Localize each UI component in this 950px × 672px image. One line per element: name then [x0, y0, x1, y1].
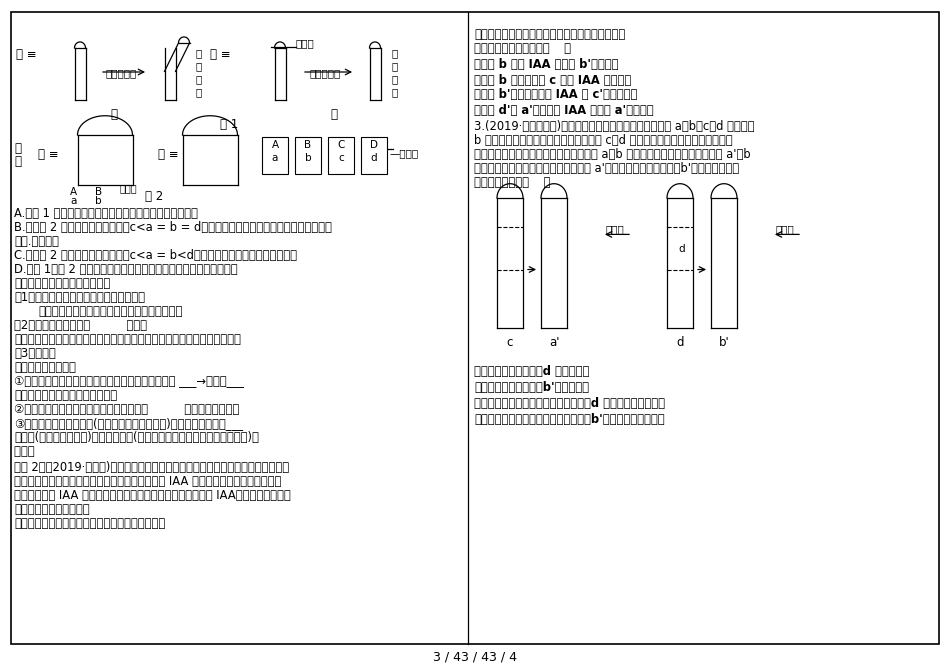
Text: b: b [95, 196, 102, 206]
Bar [328, 137, 354, 174]
Text: 如：胚芽鞘，芽，根顶端的分生组织的形成层，发育中的种子和果实等处。: 如：胚芽鞘，芽，根顶端的分生组织的形成层，发育中的种子和果实等处。 [14, 333, 241, 346]
Text: 组尖端能合成生长素，d 组尖端不能: 组尖端能合成生长素，d 组尖端不能 [474, 365, 589, 378]
Text: 样条件下，在黑暗中放置: 样条件下，在黑暗中放置 [14, 503, 89, 516]
Text: 直: 直 [392, 48, 398, 58]
Text: 等长的一段，并按以下图中所示分别接入 a、b 两组胚芽鞘被切除的位置，得到 a'、b: 等长的一段，并按以下图中所示分别接入 a、b 两组胚芽鞘被切除的位置，得到 a'… [474, 148, 750, 161]
Text: b': b' [718, 336, 730, 349]
Text: 生长，其原因是（    ）: 生长，其原因是（ ） [474, 176, 550, 189]
Text: 光 ≡: 光 ≡ [16, 48, 37, 61]
Text: 长: 长 [392, 87, 398, 97]
Text: a: a [70, 196, 76, 206]
Text: 单侧光: 单侧光 [775, 224, 794, 235]
Text: 胚芽鞘 b 侧与胚芽鞘 c 侧的 IAA 含量不同: 胚芽鞘 b 侧与胚芽鞘 c 侧的 IAA 含量不同 [474, 74, 631, 87]
Text: 是由什么物质经一系列的反响转变成生长素的？: 是由什么物质经一系列的反响转变成生长素的？ [38, 305, 182, 318]
Text: 一段时间后: 一段时间后 [105, 68, 136, 78]
Text: 光 ≡: 光 ≡ [210, 48, 231, 61]
Text: 单侧光: 单侧光 [605, 224, 624, 235]
Text: c: c [338, 153, 344, 163]
Text: 成两组，实验组胚芽鞘上端一侧放置含有适宜浓度 IAA 的琼脂块，对照组胚芽鞘上端: 成两组，实验组胚芽鞘上端一侧放置含有适宜浓度 IAA 的琼脂块，对照组胚芽鞘上端 [14, 475, 281, 488]
Text: 方向：三类运输方向: 方向：三类运输方向 [14, 361, 76, 374]
Text: 图 2: 图 2 [145, 190, 163, 203]
Text: b 两组胚芽鞘尖端下方的一段切除，再从 c、d 两组胚芽鞘中的相应位置分别切取: b 两组胚芽鞘尖端下方的一段切除，再从 c、d 两组胚芽鞘中的相应位置分别切取 [474, 134, 732, 147]
Text: （画图表示出形态学上端，下端）: （画图表示出形态学上端，下端） [14, 389, 117, 402]
Text: C: C [337, 140, 345, 150]
Text: ①极性运输方向：在幼嫩组织进行极性运输：形态学 ___→形态学___: ①极性运输方向：在幼嫩组织进行极性运输：形态学 ___→形态学___ [14, 375, 244, 388]
Text: 3.(2019·新课标全国)取生长状态一致的燕麦胚芽鞘，分为 a、b、c、d 四组。将: 3.(2019·新课标全国)取生长状态一致的燕麦胚芽鞘，分为 a、b、c、d 四… [474, 120, 754, 133]
Text: 组尖端的生长素能向胚芽鞘基部运输，d 组尖端的生长素不能: 组尖端的生长素能向胚芽鞘基部运输，d 组尖端的生长素不能 [474, 397, 665, 410]
Text: a: a [272, 153, 278, 163]
Text: 盖玻片: 盖玻片 [296, 38, 314, 48]
Text: b: b [305, 153, 312, 163]
Text: B: B [95, 187, 103, 197]
Text: 处: 处 [14, 155, 21, 168]
Text: B.假设图 2 中胚芽鞘的长度关系为c<a = b = d，那么说明单侧光使胚芽尖端的生长两组胚: B.假设图 2 中胚芽鞘的长度关系为c<a = b = d，那么说明单侧光使胚芽… [14, 221, 332, 234]
Text: C.假设图 2 中胚芽鞘的长度关系为c<a = b<d，那么说明单侧光将生长素分解了: C.假设图 2 中胚芽鞘的长度关系为c<a = b<d，那么说明单侧光将生长素分… [14, 249, 297, 262]
Text: d: d [676, 336, 684, 349]
Text: 一段时间后，对照组胚芽鞘无弯曲生长，实验组胚: 一段时间后，对照组胚芽鞘无弯曲生长，实验组胚 [14, 517, 165, 530]
Text: 甲: 甲 [110, 108, 117, 121]
Text: —琼脂块: —琼脂块 [390, 148, 419, 158]
Text: 曲: 曲 [196, 87, 202, 97]
Text: 胚芽鞘 b 侧的 IAA 含量与 b'侧的相等: 胚芽鞘 b 侧的 IAA 含量与 b'侧的相等 [474, 58, 618, 71]
Text: d: d [370, 153, 377, 163]
Text: 同侧放置不含 IAA 的琼脂块，两组胚芽鞘下端的琼脂块均不含 IAA。两组胚芽鞘在同: 同侧放置不含 IAA 的琼脂块，两组胚芽鞘下端的琼脂块均不含 IAA。两组胚芽鞘… [14, 489, 291, 502]
Text: ②非极性运输：在成熟组织中，生长素通过          进行非极性运输。: ②非极性运输：在成熟组织中，生长素通过 进行非极性运输。 [14, 403, 239, 416]
Text: 生: 生 [196, 48, 202, 58]
Text: 例题 2、（2019·全国丙)为了探究生长素的作用，将去尖端的玉米胚芽鞘切段随机分: 例题 2、（2019·全国丙)为了探究生长素的作用，将去尖端的玉米胚芽鞘切段随机… [14, 461, 289, 474]
Text: 琼脂块: 琼脂块 [120, 183, 138, 193]
Text: 3 / 43 / 43 / 4: 3 / 43 / 43 / 4 [433, 650, 517, 663]
Text: 图 1: 图 1 [220, 118, 238, 131]
Bar [295, 137, 321, 174]
Text: 方式：: 方式： [14, 445, 60, 458]
Text: 组尖端能合成生长素，b'组尖端不能: 组尖端能合成生长素，b'组尖端不能 [474, 381, 589, 394]
Text: 的部位(如胚芽鞘的尖端)发生横向运输(不接受刺激的部位不能发生横向运输)。: 的部位(如胚芽鞘的尖端)发生横向运输(不接受刺激的部位不能发生横向运输)。 [14, 431, 258, 444]
Text: 暗: 暗 [14, 142, 21, 155]
Text: 乙: 乙 [330, 108, 337, 121]
Text: 立: 立 [392, 61, 398, 71]
Text: 芽鞘发生弯曲生长，如下图。根据实验结果判断，: 芽鞘发生弯曲生长，如下图。根据实验结果判断， [474, 28, 625, 41]
Text: D: D [370, 140, 378, 150]
Text: 组尖端的生长素能向胚芽鞘基部运输，b'组尖端的生长素不能: 组尖端的生长素能向胚芽鞘基部运输，b'组尖端的生长素不能 [474, 413, 665, 426]
Text: 琼脂块 d'从 a'中获得的 IAA 量小于 a'的输出量: 琼脂块 d'从 a'中获得的 IAA 量小于 a'的输出量 [474, 104, 654, 117]
Text: 〔1〕产生：幼嫩的芽、叶，发育中的种子: 〔1〕产生：幼嫩的芽、叶，发育中的种子 [14, 291, 145, 304]
Text: 芽鞘.素转移了: 芽鞘.素转移了 [14, 235, 59, 248]
Text: 光 ≡: 光 ≡ [38, 148, 59, 161]
Bar [262, 137, 288, 174]
Text: ③横向运输：在某些刺激(如单侧光、地心引力等)影响下，生长素在___: ③横向运输：在某些刺激(如单侧光、地心引力等)影响下，生长素在___ [14, 417, 243, 430]
Text: 胚芽鞘 b'侧细胞能运输 IAA 而 c'侧细胞不能: 胚芽鞘 b'侧细胞能运输 IAA 而 c'侧细胞不能 [474, 88, 637, 101]
Text: B: B [304, 140, 312, 150]
Bar [361, 137, 387, 174]
Text: 二、生长素的产生、分布和运输: 二、生长素的产生、分布和运输 [14, 277, 110, 290]
Text: A: A [272, 140, 278, 150]
Text: 弯: 弯 [196, 74, 202, 84]
Text: 生: 生 [392, 74, 398, 84]
Text: c: c [506, 336, 513, 349]
Text: 〔2〕分布：大多集中在          的部位: 〔2〕分布：大多集中在 的部位 [14, 319, 147, 332]
Text: 光 ≡: 光 ≡ [158, 148, 179, 161]
Text: A.由图 1 可知单侧光将生长素分解，从而引起胚芽鞘弯曲: A.由图 1 可知单侧光将生长素分解，从而引起胚芽鞘弯曲 [14, 207, 198, 220]
Text: a': a' [549, 336, 560, 349]
Text: 一段时间后: 一段时间后 [310, 68, 341, 78]
Text: d: d [678, 243, 685, 253]
Text: D.由图 1、图 2 分析可知，生长素分布不均对胚芽鞘弯曲起关键作用: D.由图 1、图 2 分析可知，生长素分布不均对胚芽鞘弯曲起关键作用 [14, 263, 238, 276]
Text: 长: 长 [196, 61, 202, 71]
Text: 两组胚芽鞘。然后用单侧光照射，发现 a'组胚芽鞘向光弯曲生长，b'组胚芽鞘无弯曲: 两组胚芽鞘。然后用单侧光照射，发现 a'组胚芽鞘向光弯曲生长，b'组胚芽鞘无弯曲 [474, 162, 739, 175]
Text: 以下表达正确的选项是（    ）: 以下表达正确的选项是（ ） [474, 42, 571, 55]
Text: A: A [70, 187, 77, 197]
Text: 〔3〕运输：: 〔3〕运输： [14, 347, 56, 360]
